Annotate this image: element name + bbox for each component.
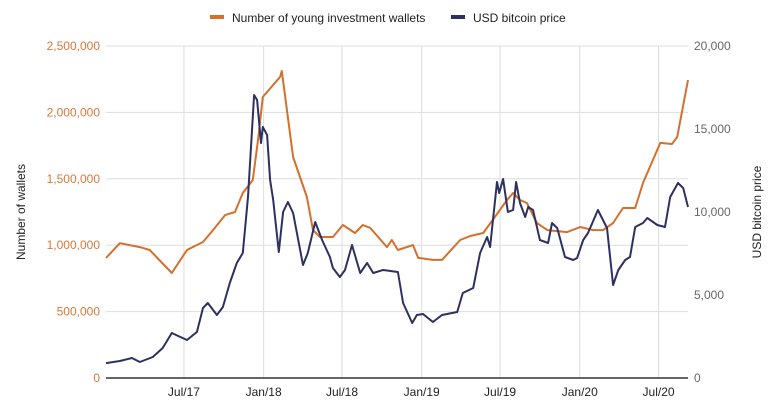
legend: Number of young investment wallets USD b…	[210, 11, 566, 25]
left-tick-label: 1,500,000	[47, 172, 101, 186]
x-tick-label: Jul/17	[168, 385, 200, 399]
x-axis-ticks: Jul/17 Jan/18 Jul/18 Jan/19 Jul/19 Jan/20 Jul/…	[168, 385, 675, 399]
series-line-bitcoin	[105, 94, 689, 365]
left-axis-title: Number of wallets	[14, 164, 28, 260]
legend-item-bitcoin[interactable]: USD bitcoin price	[451, 11, 566, 25]
x-tick-label: Jul/20	[643, 385, 675, 399]
right-axis-ticks: 0 5,000 10,000 15,000 20,000	[694, 39, 731, 385]
legend-item-wallets[interactable]: Number of young investment wallets	[210, 11, 425, 25]
left-tick-label: 1,000,000	[47, 238, 101, 252]
left-tick-label: 0	[93, 371, 100, 385]
legend-swatch-wallets	[210, 15, 224, 19]
right-tick-label: 5,000	[694, 288, 724, 302]
left-tick-label: 500,000	[57, 305, 101, 319]
gridlines	[106, 45, 688, 378]
x-tick-label: Jan/18	[246, 385, 282, 399]
series-line-wallets	[105, 70, 689, 274]
x-tick-label: Jul/19	[484, 385, 516, 399]
legend-label-bitcoin: USD bitcoin price	[473, 11, 566, 25]
left-tick-label: 2,500,000	[47, 39, 101, 53]
right-axis-title: USD bitcoin price	[750, 165, 764, 258]
right-tick-label: 15,000	[694, 122, 731, 136]
legend-swatch-bitcoin	[451, 15, 465, 19]
series-layer	[105, 70, 689, 365]
right-tick-label: 0	[694, 371, 701, 385]
right-tick-label: 10,000	[694, 205, 731, 219]
left-tick-label: 2,000,000	[47, 105, 101, 119]
left-axis-ticks: 0 500,000 1,000,000 1,500,000 2,000,000 2,500…	[47, 39, 101, 385]
legend-label-wallets: Number of young investment wallets	[232, 11, 425, 25]
x-tick-label: Jan/20	[562, 385, 598, 399]
x-tick-label: Jan/19	[404, 385, 440, 399]
right-tick-label: 20,000	[694, 39, 731, 53]
x-tick-label: Jul/18	[326, 385, 358, 399]
